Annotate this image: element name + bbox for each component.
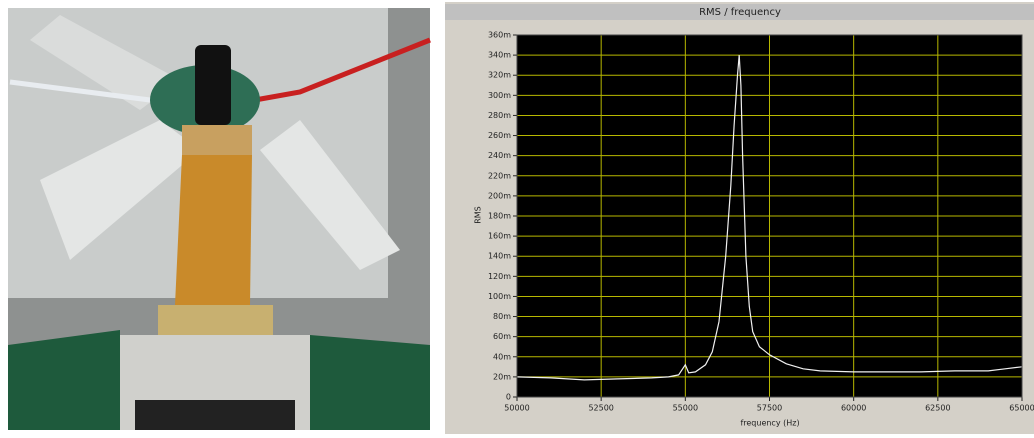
circuit-board bbox=[310, 335, 430, 430]
y-tick-label: 20m bbox=[493, 372, 511, 381]
y-tick-label: 60m bbox=[493, 332, 511, 341]
black-cylinder bbox=[195, 45, 231, 125]
y-tick-label: 120m bbox=[488, 272, 511, 281]
y-tick-label: 320m bbox=[488, 71, 511, 80]
x-tick-label: 62500 bbox=[925, 404, 950, 413]
y-tick-label: 280m bbox=[488, 111, 511, 120]
y-tick-label: 300m bbox=[488, 91, 511, 100]
y-tick-label: 240m bbox=[488, 151, 511, 160]
page: {"chart_data": {"type": "line", "title":… bbox=[0, 0, 1034, 434]
pad-block bbox=[182, 125, 252, 155]
x-tick-label: 52500 bbox=[588, 404, 613, 413]
y-tick-label: 200m bbox=[488, 191, 511, 200]
x-tick-label: 60000 bbox=[841, 404, 866, 413]
y-tick-label: 360m bbox=[488, 31, 511, 40]
x-tick-label: 65000 bbox=[1009, 404, 1034, 413]
x-axis-label: frequency (Hz) bbox=[740, 419, 799, 428]
connector-slot bbox=[135, 400, 295, 430]
flex-cable bbox=[175, 155, 252, 305]
y-axis-label: RMS bbox=[474, 206, 483, 224]
figure: RMS / frequency RMS frequency (Hz) 0 20m 4… bbox=[0, 0, 1034, 434]
connector-pads bbox=[158, 305, 273, 340]
y-tick-label: 140m bbox=[488, 252, 511, 261]
x-tick-label: 55000 bbox=[673, 404, 698, 413]
y-tick-label: 160m bbox=[488, 232, 511, 241]
y-tick-label: 40m bbox=[493, 352, 511, 361]
y-tick-label: 80m bbox=[493, 312, 511, 321]
y-tick-label: 220m bbox=[488, 171, 511, 180]
y-tick-label: 100m bbox=[488, 292, 511, 301]
x-tick-label: 57500 bbox=[757, 404, 782, 413]
x-tick-label: 50000 bbox=[504, 404, 529, 413]
chart-title: RMS / frequency bbox=[699, 7, 781, 18]
y-tick-label: 340m bbox=[488, 51, 511, 60]
y-tick-label: 0 bbox=[506, 393, 511, 402]
y-tick-label: 260m bbox=[488, 131, 511, 140]
device-photo bbox=[8, 8, 430, 430]
y-tick-label: 180m bbox=[488, 212, 511, 221]
circuit-board bbox=[8, 330, 120, 430]
